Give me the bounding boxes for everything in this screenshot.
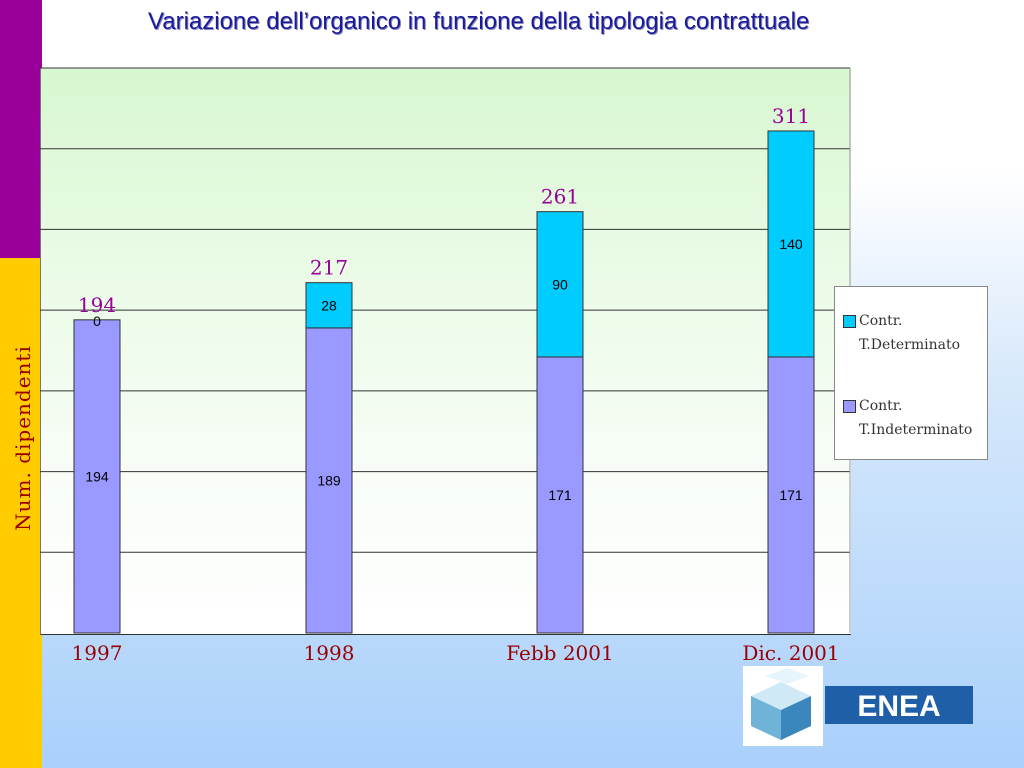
data-label-determinato-0: 0 (93, 313, 101, 329)
bar-indeterminato-2 (536, 356, 584, 634)
data-label-indeterminato-3: 171 (779, 487, 803, 503)
data-label-determinato-3: 140 (779, 236, 803, 252)
data-label-indeterminato-2: 171 (548, 487, 572, 503)
total-label-0: 194 (78, 293, 116, 317)
data-label-determinato-1: 28 (321, 297, 337, 313)
enea-logo: ENEA (743, 666, 973, 746)
logo-text-bg (825, 686, 973, 724)
legend-swatch-indeterminato (843, 400, 856, 413)
left-band-bottom (0, 258, 42, 768)
data-label-indeterminato-1: 189 (317, 472, 341, 488)
legend-swatch-determinato (843, 315, 856, 328)
data-label-determinato-2: 90 (552, 276, 568, 292)
bar-determinato-1 (305, 282, 353, 329)
total-label-2: 261 (541, 185, 579, 209)
enea-cube-icon (751, 668, 811, 740)
logo-text: ENEA (857, 690, 940, 723)
bar-indeterminato-0 (73, 319, 121, 634)
page-title: Variazione dell’organico in funzione del… (148, 8, 810, 35)
x-tick-label-2: Febb 2001 (506, 641, 613, 665)
bar-indeterminato-1 (305, 327, 353, 634)
chart-legend: Contr. T.Determinato Contr. T.Indetermin… (834, 286, 988, 460)
x-tick-label-1: 1998 (304, 641, 355, 665)
total-label-3: 311 (772, 104, 810, 128)
plot-area (40, 68, 851, 635)
bar-determinato-2 (536, 211, 584, 358)
x-tick-label-3: Dic. 2001 (742, 641, 839, 665)
legend-label-determinato: Contr. T.Determinato (859, 313, 961, 353)
x-tick-label-0: 1997 (72, 641, 123, 665)
left-band-top (0, 0, 42, 258)
data-label-indeterminato-0: 194 (85, 468, 109, 484)
total-label-1: 217 (310, 256, 348, 280)
legend-label-indeterminato: Contr. T.Indeterminato (859, 398, 973, 438)
bar-indeterminato-3 (767, 356, 815, 634)
bar-determinato-3 (767, 130, 815, 358)
